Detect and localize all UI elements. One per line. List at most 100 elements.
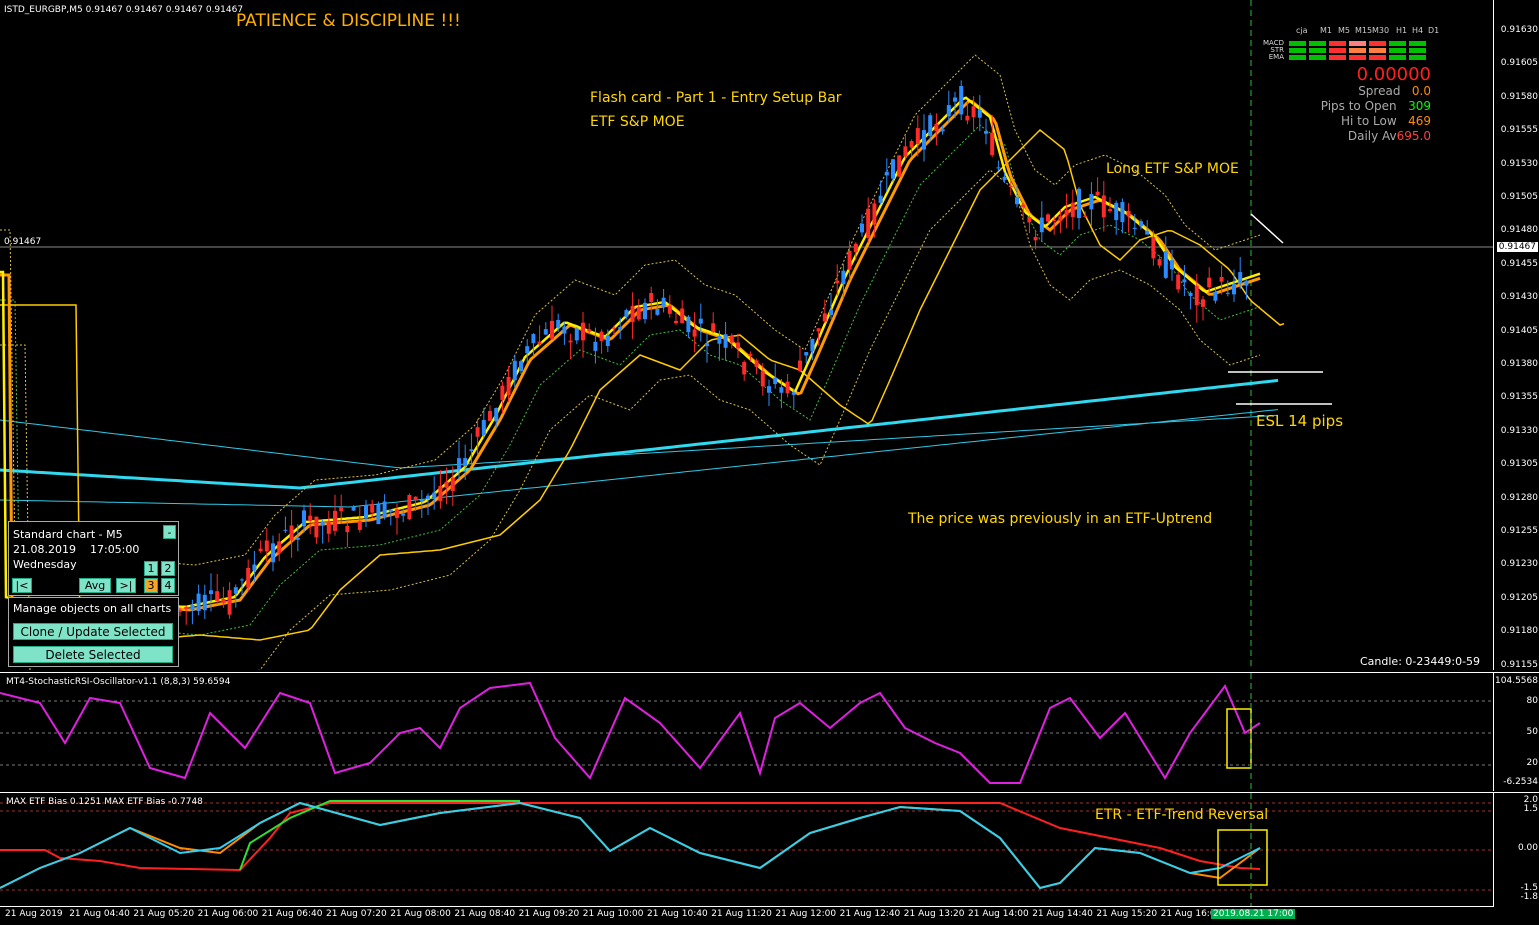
stat-pips-label: Pips to Open — [1320, 99, 1397, 113]
candle-body — [618, 327, 623, 330]
candle-body — [382, 501, 387, 518]
time-tick: 21 Aug 07:20 — [326, 909, 387, 919]
candle-body — [860, 223, 864, 233]
candle-body — [215, 591, 220, 601]
dash-cell — [1389, 48, 1406, 53]
inner-band — [0, 124, 1261, 636]
dash-cell — [1289, 55, 1306, 60]
time-tick: 21 Aug 16:00 — [1160, 909, 1222, 919]
time-tick: 21 Aug 2019 — [5, 909, 63, 919]
candle-body — [277, 541, 282, 554]
candle-body — [413, 496, 418, 501]
bollinger-lower — [0, 169, 1261, 670]
dash-col-m15: M15 — [1355, 26, 1373, 35]
candle-body — [1132, 227, 1137, 229]
candle-body — [320, 521, 325, 526]
clone-update-button[interactable]: Clone / Update Selected — [13, 623, 173, 640]
candle-body — [1176, 274, 1181, 290]
stoch-rsi-panel[interactable]: MT4-StochasticRSI-Oscillator-v1.1 (8,8,3… — [0, 672, 1493, 791]
candle-body — [339, 507, 344, 512]
widget-minimize-button[interactable]: - — [163, 525, 176, 539]
candle-body — [959, 86, 964, 115]
price-tick-current: 0.91467 — [1496, 242, 1538, 252]
manage-title: Manage objects on all charts — [13, 602, 172, 615]
dash-cell — [1309, 48, 1326, 53]
price-chart-canvas — [0, 0, 1493, 670]
time-tick: 21 Aug 12:40 — [839, 909, 901, 919]
candle-body — [760, 371, 765, 387]
candle-body — [1114, 202, 1119, 221]
candle-body — [1238, 272, 1243, 284]
stat-hilo-value: 469 — [1408, 114, 1431, 128]
candle-body — [934, 123, 939, 132]
candle-body — [1194, 285, 1199, 306]
price-tick: 0.91505 — [1500, 192, 1538, 202]
manage-objects-panel: Manage objects on all charts Clone / Upd… — [8, 597, 179, 667]
candle-body — [494, 408, 499, 422]
candle-body — [705, 343, 709, 347]
candle-body — [469, 449, 474, 452]
stoch-axis[interactable]: 104.5568 80 50 20 -6.2534 — [1493, 672, 1539, 791]
dash-cell — [1309, 55, 1326, 60]
dash-cell — [1389, 55, 1406, 60]
candle-body — [1213, 291, 1218, 301]
candle-body — [1046, 214, 1050, 222]
candle-body — [357, 521, 362, 530]
dash-cell — [1409, 55, 1426, 60]
stat-spread-value: 0.0 — [1411, 84, 1431, 98]
candle-body — [519, 361, 523, 371]
candle-body — [1145, 230, 1150, 235]
candle-body — [190, 604, 195, 611]
candle-body — [624, 310, 629, 317]
candle-body — [258, 548, 263, 552]
dash-cell — [1389, 41, 1406, 46]
time-axis[interactable]: 21 Aug 2019 21 Aug 04:40 21 Aug 05:20 21 Au… — [0, 906, 1493, 925]
candle-body — [636, 307, 641, 320]
dash-cell — [1409, 48, 1426, 53]
price-tick: 0.91180 — [1500, 626, 1538, 637]
ma-band-middle — [0, 378, 1279, 490]
delete-selected-button[interactable]: Delete Selected — [13, 646, 173, 663]
dashboard-big-value: 0.00000 — [1356, 64, 1431, 85]
etf-bias-panel[interactable]: MAX ETF Bias 0.1251 MAX ETF Bias -0.7748… — [0, 792, 1493, 907]
candle-body — [798, 360, 802, 372]
bollinger-upper — [0, 54, 1261, 566]
stoch-tick-top: 104.5568 — [1495, 676, 1538, 686]
slow-ma — [0, 128, 1285, 641]
candle-body — [1039, 217, 1044, 233]
widget-button-2[interactable]: 2 — [161, 561, 175, 576]
candle-body — [779, 387, 784, 393]
candle-body — [965, 115, 970, 121]
fast-ma-yellow — [0, 96, 1261, 609]
candle-body — [903, 146, 908, 157]
candle-body — [971, 106, 976, 117]
price-chart-panel[interactable]: ISTD_EURGBP,M5 0.91467 0.91467 0.91467 0… — [0, 0, 1493, 670]
etf-tick-neg18: -1.8 — [1520, 892, 1538, 902]
widget-avg-button[interactable]: Avg — [79, 578, 111, 593]
price-tick: 0.91230 — [1500, 559, 1538, 570]
candle-body — [605, 335, 610, 347]
etf-red-line — [0, 802, 1261, 872]
candle-body — [748, 354, 753, 356]
candle-body — [996, 167, 1001, 169]
candle-body — [1151, 236, 1156, 259]
widget-button-1[interactable]: 1 — [144, 561, 158, 576]
candle-body — [202, 594, 207, 611]
widget-button-3[interactable]: 3 — [144, 578, 158, 593]
dash-cell — [1369, 41, 1386, 46]
etf-tick-15: 1.5 — [1523, 804, 1538, 814]
candle-body — [1058, 216, 1063, 222]
widget-last-button[interactable]: >| — [116, 578, 136, 593]
price-axis[interactable]: 0.91630 0.91605 0.91580 0.91555 0.91530 0.915… — [1493, 0, 1539, 670]
candle-body — [822, 313, 827, 322]
widget-button-4[interactable]: 4 — [161, 578, 175, 593]
price-tick: 0.91630 — [1500, 25, 1538, 35]
candle-body — [909, 141, 914, 148]
widget-first-button[interactable]: |< — [12, 578, 32, 593]
dash-cell — [1289, 48, 1306, 53]
symbol-line: ISTD_EURGBP,M5 0.91467 0.91467 0.91467 0… — [4, 5, 244, 15]
etf-axis[interactable]: 2.0 1.5 0.00 -1.5 -1.8 — [1493, 792, 1539, 907]
candle-body — [537, 341, 542, 345]
candle-body — [655, 308, 660, 315]
candle-body — [1083, 215, 1088, 217]
